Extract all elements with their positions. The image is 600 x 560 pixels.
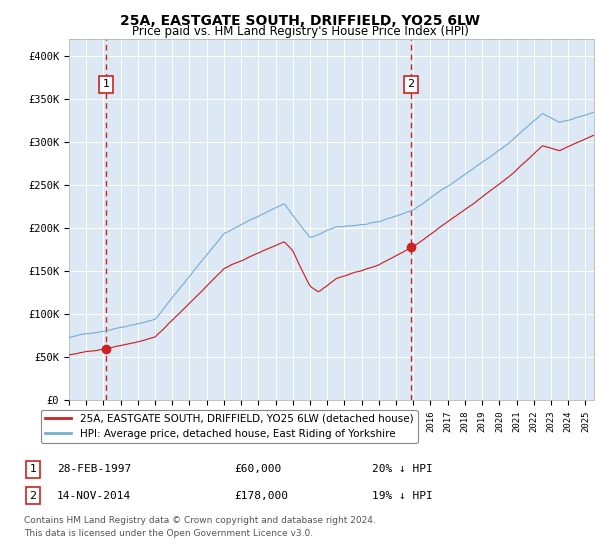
Text: Contains HM Land Registry data © Crown copyright and database right 2024.: Contains HM Land Registry data © Crown c… [24,516,376,525]
Text: 2: 2 [29,491,37,501]
Text: This data is licensed under the Open Government Licence v3.0.: This data is licensed under the Open Gov… [24,529,313,538]
Text: 2: 2 [407,80,415,90]
Text: 14-NOV-2014: 14-NOV-2014 [57,491,131,501]
Text: Price paid vs. HM Land Registry's House Price Index (HPI): Price paid vs. HM Land Registry's House … [131,25,469,38]
Legend: 25A, EASTGATE SOUTH, DRIFFIELD, YO25 6LW (detached house), HPI: Average price, d: 25A, EASTGATE SOUTH, DRIFFIELD, YO25 6LW… [41,409,418,443]
Text: 20% ↓ HPI: 20% ↓ HPI [372,464,433,474]
Text: 1: 1 [29,464,37,474]
Text: £178,000: £178,000 [234,491,288,501]
Text: 25A, EASTGATE SOUTH, DRIFFIELD, YO25 6LW: 25A, EASTGATE SOUTH, DRIFFIELD, YO25 6LW [120,14,480,28]
Text: 1: 1 [103,80,110,90]
Text: 19% ↓ HPI: 19% ↓ HPI [372,491,433,501]
Text: £60,000: £60,000 [234,464,281,474]
Text: 28-FEB-1997: 28-FEB-1997 [57,464,131,474]
